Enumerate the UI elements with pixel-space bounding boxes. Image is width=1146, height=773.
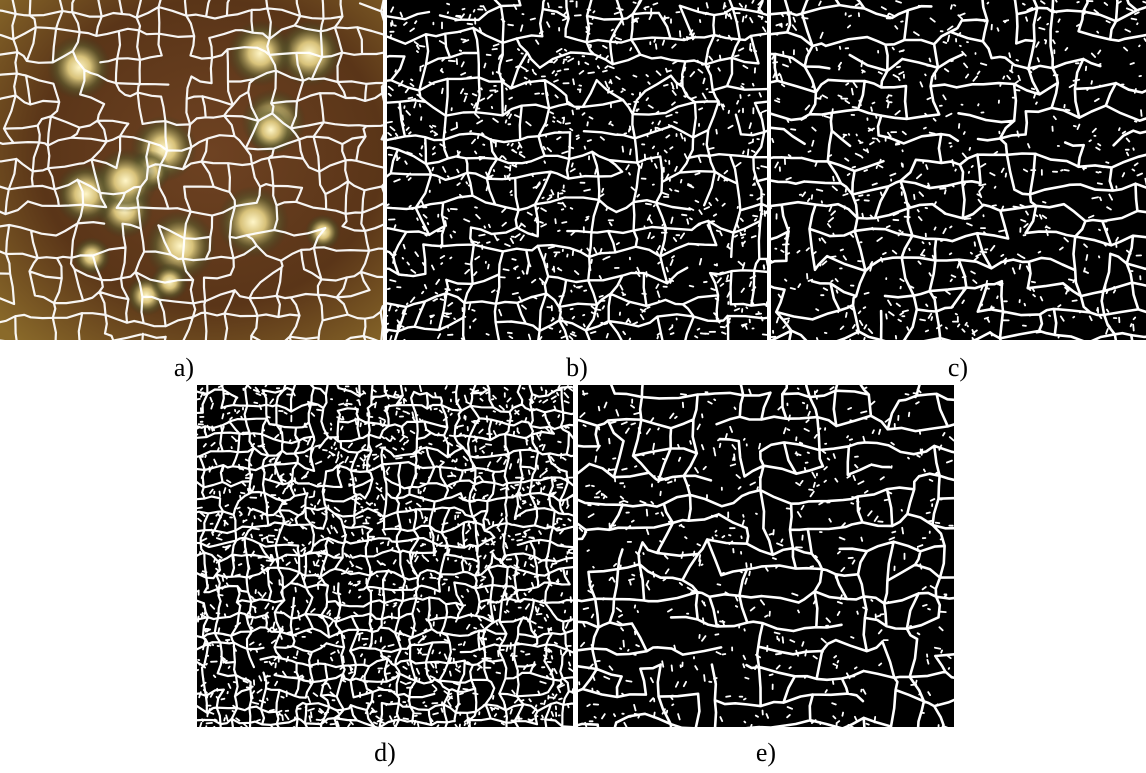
panel-label: c) — [948, 353, 968, 382]
panel-image — [185, 373, 602, 743]
panel-image — [557, 365, 997, 756]
panel-label: b) — [566, 353, 588, 382]
panel-image — [367, 0, 790, 380]
panel-image — [750, 0, 1146, 371]
panel-background — [578, 385, 954, 727]
panel-image — [0, 0, 414, 370]
panel-label: a) — [174, 353, 194, 382]
page: a) b) c) d) e) (() => { const data = JSO… — [0, 0, 1146, 773]
panel-label: e) — [756, 738, 776, 767]
panel-label: d) — [374, 738, 396, 767]
glow-spot — [47, 35, 111, 99]
figure: a) b) c) d) e) — [0, 0, 1146, 773]
